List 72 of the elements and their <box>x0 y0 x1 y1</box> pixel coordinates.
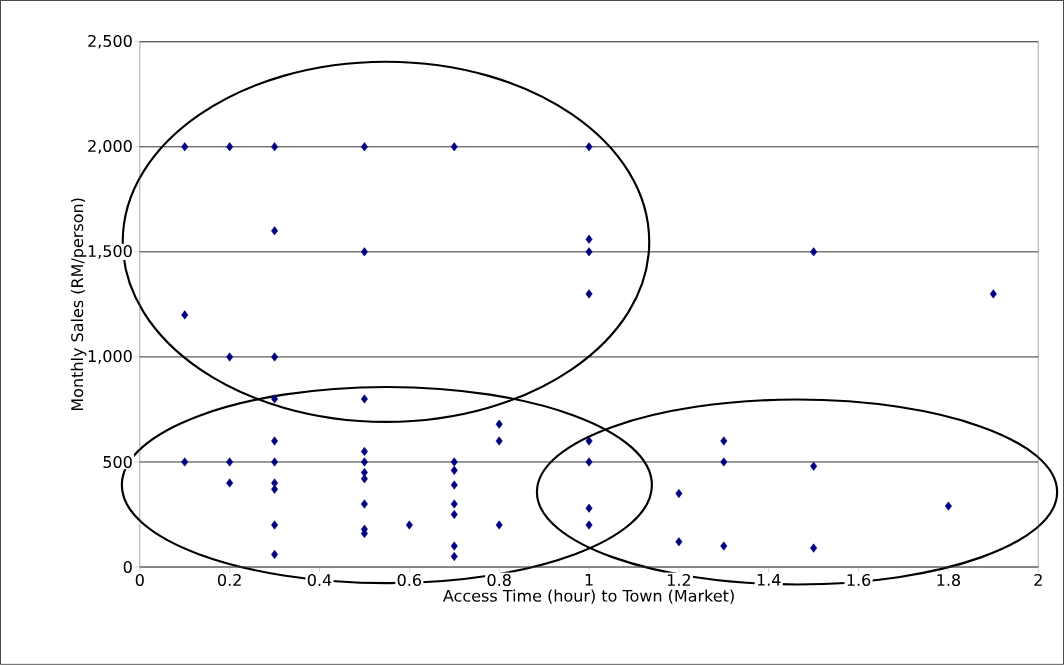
x-tick-label: 1 <box>585 574 593 586</box>
point <box>675 489 683 499</box>
y-tick-label: 500 <box>103 456 132 469</box>
point <box>585 503 593 513</box>
point <box>944 501 952 511</box>
point <box>360 142 368 152</box>
point <box>585 234 593 244</box>
point <box>271 549 279 560</box>
point <box>271 457 279 467</box>
point <box>360 447 368 457</box>
point <box>585 289 593 299</box>
y-tick-label: 2,000 <box>88 140 132 154</box>
point <box>360 247 368 257</box>
x-tick-label: 0.6 <box>397 574 422 587</box>
point <box>810 247 818 257</box>
point <box>495 419 503 429</box>
x-tick-label: 1.8 <box>937 574 961 587</box>
y-tick-label: 2,500 <box>88 34 132 49</box>
x-tick-label: 2 <box>1034 574 1042 586</box>
point <box>585 436 593 446</box>
point <box>989 289 997 299</box>
point <box>226 142 234 152</box>
y-tick-label: 1,500 <box>88 245 132 259</box>
point <box>181 310 189 320</box>
point <box>226 457 234 467</box>
point <box>450 552 458 562</box>
point <box>271 142 279 152</box>
x-tick-label: 0.8 <box>487 574 511 587</box>
x-axis-title: Access Time (hour) to Town (Market) <box>443 589 734 604</box>
point <box>226 478 234 488</box>
x-tick-label: 0.4 <box>307 574 332 587</box>
x-tick-label: 0.2 <box>217 574 241 587</box>
point <box>271 352 279 362</box>
x-tick-label: 1.6 <box>847 574 871 587</box>
point <box>585 247 593 257</box>
point <box>810 461 818 471</box>
point <box>271 520 279 530</box>
point <box>585 457 593 467</box>
point <box>495 436 503 446</box>
point <box>360 474 368 484</box>
point <box>720 436 728 446</box>
point <box>585 142 593 152</box>
point <box>226 352 234 362</box>
y-tick-label: 1,000 <box>88 350 132 364</box>
point <box>450 480 458 490</box>
point <box>360 394 368 404</box>
x-tick-label: 1.2 <box>667 574 690 586</box>
point <box>450 510 458 520</box>
point <box>450 142 458 152</box>
point <box>495 520 503 530</box>
point <box>585 520 593 530</box>
point <box>405 520 413 530</box>
point <box>810 543 818 553</box>
y-tick-label: 0 <box>123 561 132 574</box>
y-axis-title: Monthly Sales (RM/person) <box>70 198 87 411</box>
point <box>271 484 279 494</box>
point <box>271 394 279 404</box>
point <box>450 499 458 509</box>
point <box>450 541 458 551</box>
point <box>271 226 279 236</box>
point <box>450 465 458 475</box>
point <box>450 457 458 467</box>
point <box>720 541 728 551</box>
x-tick-label: 1.4 <box>757 574 781 586</box>
point <box>181 142 189 152</box>
point <box>675 537 683 547</box>
x-tick-label: 0 <box>135 574 144 587</box>
point <box>360 499 368 509</box>
point <box>181 457 189 467</box>
point <box>271 436 279 446</box>
point <box>720 457 728 467</box>
point <box>360 457 368 467</box>
